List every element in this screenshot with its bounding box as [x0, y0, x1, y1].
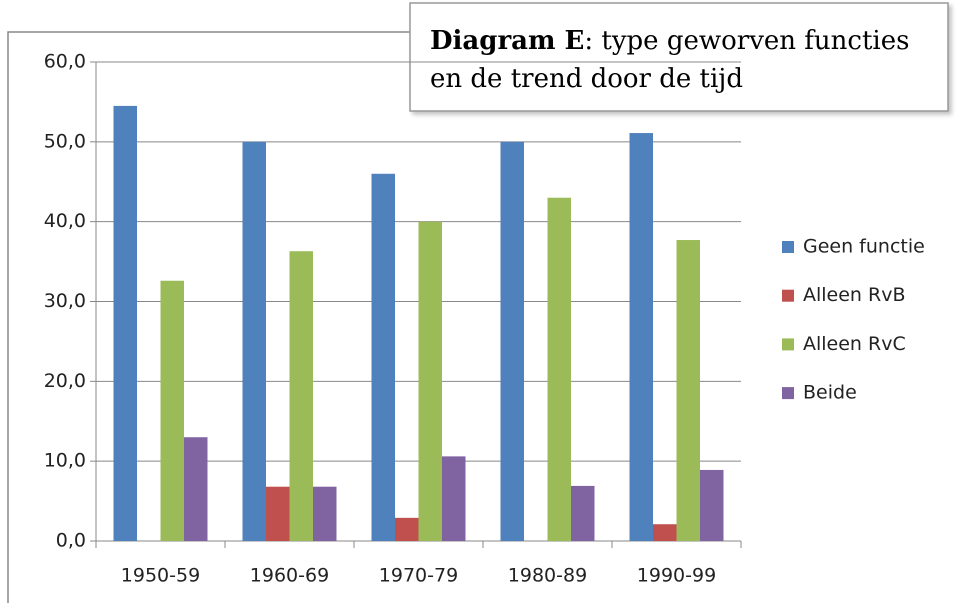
- legend-swatch: [782, 289, 794, 302]
- bar: [500, 141, 524, 542]
- title-bold: Diagram E: [430, 26, 584, 56]
- chart-frame: [7, 31, 410, 603]
- x-tick-label: 1950-59: [121, 565, 200, 587]
- y-tick-label: 10,0: [44, 450, 86, 472]
- y-tick-label: 50,0: [44, 130, 86, 152]
- legend-label: Alleen RvC: [803, 333, 906, 355]
- bar: [313, 486, 337, 541]
- bar: [653, 524, 677, 541]
- legend-swatch: [782, 387, 794, 400]
- legend-swatch: [782, 241, 794, 253]
- y-tick-label: 30,0: [44, 290, 86, 312]
- y-tick-label: 20,0: [44, 370, 86, 392]
- title-line: en de trend door de tijd: [430, 64, 743, 94]
- bar: [418, 221, 442, 541]
- bar: [160, 280, 184, 541]
- x-tick-label: 1980-89: [508, 565, 587, 587]
- y-tick-label: 60,0: [44, 51, 86, 73]
- y-tick-label: 0,0: [56, 530, 86, 552]
- legend-swatch: [782, 338, 794, 351]
- legend-label: Alleen RvB: [803, 284, 906, 306]
- title-line: : type geworven functies: [584, 26, 909, 56]
- legend-label: Beide: [803, 382, 857, 404]
- x-tick-label: 1990-99: [637, 565, 716, 587]
- legend-label: Geen functie: [803, 236, 925, 258]
- bar: [371, 173, 395, 541]
- x-tick-label: 1960-69: [250, 565, 329, 587]
- bar: [676, 240, 700, 542]
- x-tick-label: 1970-79: [379, 565, 458, 587]
- chart-title: Diagram E: type geworven functies: [430, 26, 909, 56]
- bar: [442, 456, 466, 541]
- bar: [547, 197, 571, 541]
- bar: [289, 251, 313, 541]
- bar: [395, 517, 419, 541]
- bar: [113, 105, 137, 542]
- y-tick-label: 40,0: [44, 210, 86, 232]
- bar: [571, 485, 595, 541]
- title-box: [409, 2, 949, 112]
- bar: [629, 133, 653, 541]
- bar: [266, 486, 290, 541]
- bar: [700, 469, 724, 541]
- bar: [184, 437, 208, 541]
- bar: [242, 141, 266, 542]
